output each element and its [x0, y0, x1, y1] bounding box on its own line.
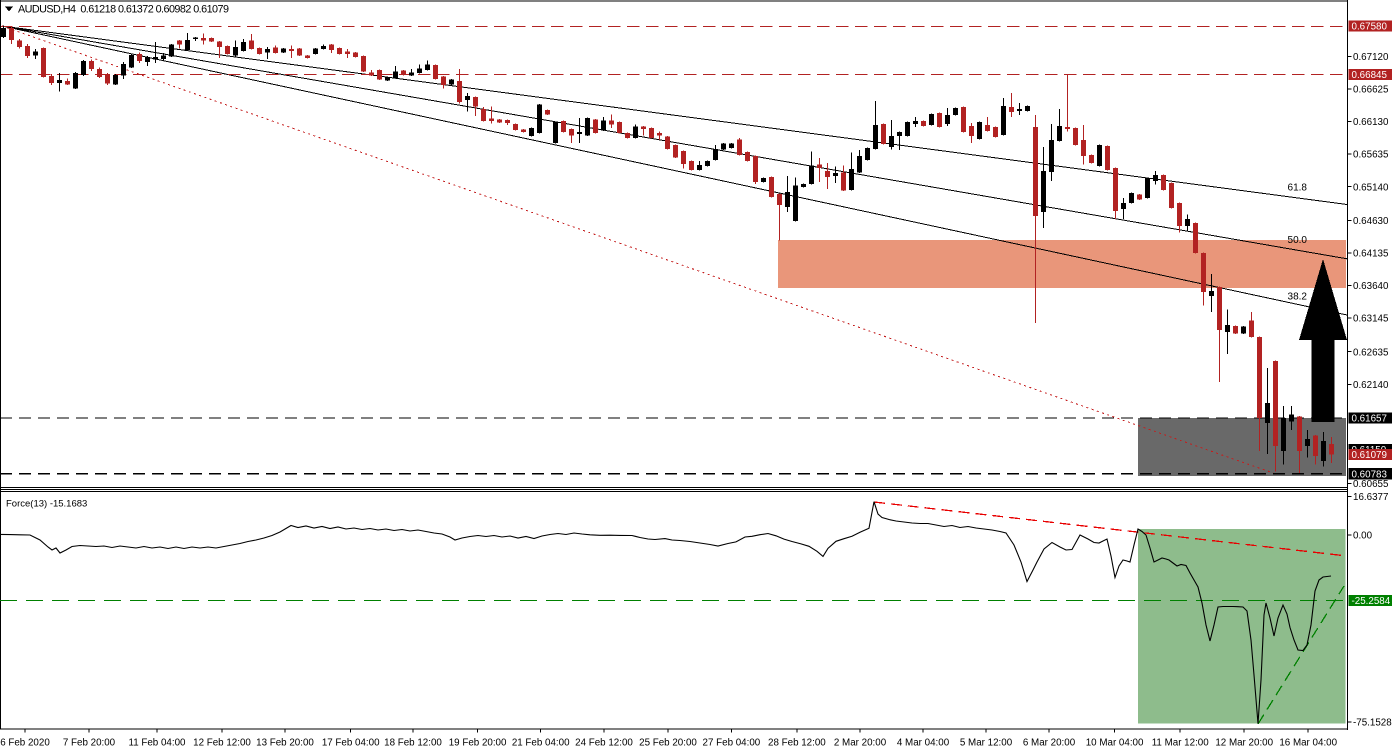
svg-text:0.66625: 0.66625: [1353, 85, 1389, 96]
svg-text:4 Mar 04:00: 4 Mar 04:00: [897, 738, 950, 749]
svg-text:0.66130: 0.66130: [1353, 117, 1389, 128]
svg-text:28 Feb 12:00: 28 Feb 12:00: [768, 738, 826, 749]
svg-text:16.6377: 16.6377: [1353, 492, 1388, 503]
svg-text:Force(13) -15.1683: Force(13) -15.1683: [6, 499, 87, 510]
svg-text:13 Feb 20:00: 13 Feb 20:00: [256, 738, 314, 749]
svg-text:11 Feb 04:00: 11 Feb 04:00: [128, 738, 186, 749]
svg-text:50.0: 50.0: [1288, 235, 1308, 246]
svg-text:0.60655: 0.60655: [1353, 479, 1389, 490]
svg-text:7 Feb 20:00: 7 Feb 20:00: [63, 738, 116, 749]
svg-text:0.00: 0.00: [1353, 531, 1373, 542]
svg-text:0.64135: 0.64135: [1353, 249, 1389, 260]
svg-text:0.60783: 0.60783: [1352, 469, 1388, 480]
svg-text:6 Mar 20:00: 6 Mar 20:00: [1023, 738, 1076, 749]
svg-text:0.65635: 0.65635: [1353, 150, 1389, 161]
svg-text:0.62140: 0.62140: [1353, 380, 1389, 391]
svg-text:21 Feb 04:00: 21 Feb 04:00: [512, 738, 570, 749]
svg-text:61.8: 61.8: [1288, 183, 1308, 194]
svg-text:16 Mar 04:00: 16 Mar 04:00: [1279, 738, 1337, 749]
svg-text:0.61079: 0.61079: [1352, 450, 1387, 461]
svg-text:12 Feb 12:00: 12 Feb 12:00: [193, 738, 251, 749]
svg-text:12 Mar 20:00: 12 Mar 20:00: [1215, 738, 1273, 749]
svg-text:27 Feb 04:00: 27 Feb 04:00: [703, 738, 761, 749]
svg-text:25 Feb 20:00: 25 Feb 20:00: [639, 738, 697, 749]
svg-text:0.65140: 0.65140: [1353, 182, 1389, 193]
svg-text:18 Feb 12:00: 18 Feb 12:00: [384, 738, 442, 749]
svg-text:AUDUSD,H4 0.61218 0.61372 0.6: AUDUSD,H4 0.61218 0.61372 0.60982 0.6107…: [18, 4, 229, 16]
svg-text:0.66845: 0.66845: [1352, 70, 1388, 81]
svg-text:5 Mar 12:00: 5 Mar 12:00: [960, 738, 1013, 749]
svg-text:0.67120: 0.67120: [1353, 52, 1389, 63]
svg-text:-75.1528: -75.1528: [1353, 718, 1392, 729]
svg-text:38.2: 38.2: [1288, 292, 1308, 303]
svg-text:0.61657: 0.61657: [1352, 414, 1387, 425]
svg-text:6 Feb 2020: 6 Feb 2020: [0, 738, 50, 749]
svg-text:11 Mar 12:00: 11 Mar 12:00: [1152, 738, 1210, 749]
svg-text:0.62635: 0.62635: [1353, 347, 1389, 358]
svg-text:10 Mar 04:00: 10 Mar 04:00: [1086, 738, 1144, 749]
svg-text:0.64630: 0.64630: [1353, 216, 1389, 227]
svg-text:0.67580: 0.67580: [1352, 22, 1388, 33]
svg-text:0.63640: 0.63640: [1353, 281, 1389, 292]
svg-text:24 Feb 12:00: 24 Feb 12:00: [575, 738, 633, 749]
svg-text:2 Mar 20:00: 2 Mar 20:00: [834, 738, 887, 749]
svg-text:-25.2584: -25.2584: [1352, 596, 1391, 607]
svg-text:19 Feb 20:00: 19 Feb 20:00: [449, 738, 507, 749]
svg-text:17 Feb 04:00: 17 Feb 04:00: [322, 738, 380, 749]
svg-text:0.63145: 0.63145: [1353, 314, 1389, 325]
